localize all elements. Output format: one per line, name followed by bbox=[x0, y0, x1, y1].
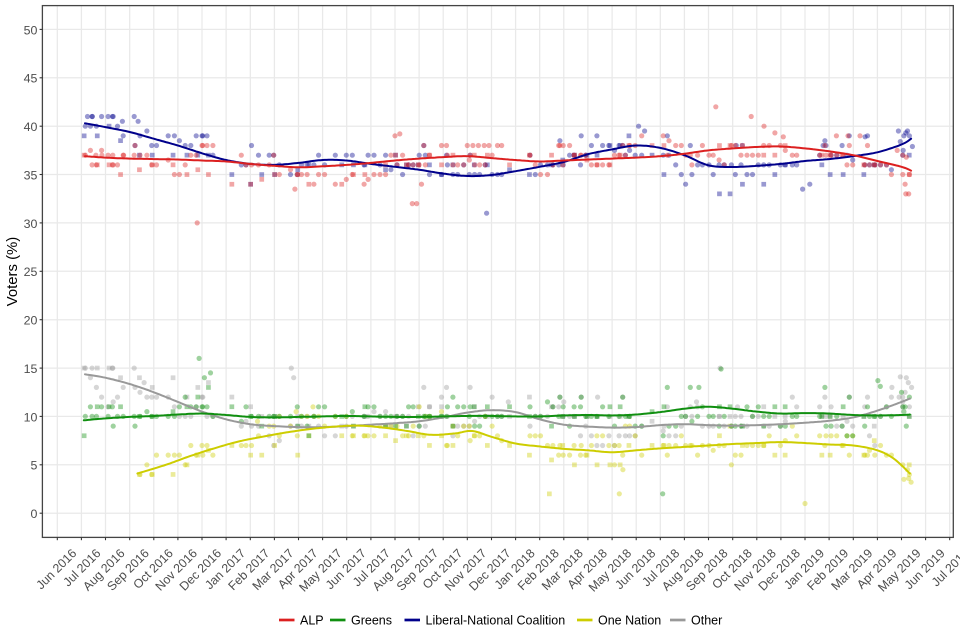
svg-text:Other: Other bbox=[691, 613, 722, 627]
svg-text:Liberal-National Coalition: Liberal-National Coalition bbox=[426, 613, 566, 627]
svg-text:45: 45 bbox=[24, 72, 38, 86]
svg-text:0: 0 bbox=[30, 507, 37, 521]
svg-text:40: 40 bbox=[24, 120, 38, 134]
svg-text:50: 50 bbox=[24, 23, 38, 37]
svg-text:Voters (%): Voters (%) bbox=[5, 237, 21, 307]
svg-text:30: 30 bbox=[24, 217, 38, 231]
svg-text:Greens: Greens bbox=[351, 613, 392, 627]
svg-text:10: 10 bbox=[24, 410, 38, 424]
svg-text:25: 25 bbox=[24, 265, 38, 279]
svg-text:5: 5 bbox=[30, 459, 37, 473]
svg-text:15: 15 bbox=[24, 362, 38, 376]
svg-text:One Nation: One Nation bbox=[598, 613, 661, 627]
svg-text:20: 20 bbox=[24, 314, 38, 328]
svg-text:ALP: ALP bbox=[300, 613, 324, 627]
svg-text:35: 35 bbox=[24, 168, 38, 182]
